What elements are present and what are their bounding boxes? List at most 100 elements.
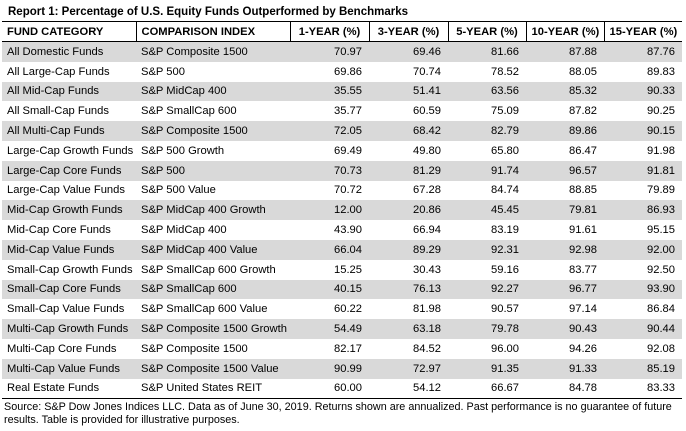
ten-year-cell: 86.47 — [569, 144, 597, 157]
one-year-cell: 72.05 — [290, 121, 369, 141]
table-row: All Multi-Cap Funds S&P Composite 1500 72.… — [2, 121, 682, 141]
fifteen-year-cell: 86.84 — [647, 303, 675, 316]
header-row: FUND CATEGORY COMPARISON INDEX 1-YEAR (%… — [2, 22, 682, 42]
fund-category-cell: Small-Cap Growth Funds — [7, 263, 133, 276]
three-year-cell: 68.42 — [369, 121, 448, 141]
five-year-cell: 91.35 — [448, 358, 526, 379]
one-year-cell: 70.73 — [290, 160, 369, 181]
comparison-index-cell: S&P Composite 1500 Value — [136, 358, 290, 379]
fund-category-cell: Large-Cap Core Funds — [2, 160, 136, 181]
fifteen-year-cell: 79.89 — [647, 184, 675, 197]
five-year-cell: 66.67 — [448, 378, 526, 400]
ten-year-cell: 87.88 — [526, 41, 604, 62]
five-year-cell: 81.66 — [448, 41, 526, 62]
ten-year-cell: 88.05 — [569, 65, 597, 78]
one-year-cell: 66.04 — [290, 239, 369, 260]
table-row: Multi-Cap Growth Funds S&P Composite 1500… — [2, 319, 682, 339]
three-year-cell: 66.94 — [413, 224, 441, 237]
five-year-cell: 90.57 — [491, 303, 519, 316]
ten-year-cell: 97.14 — [569, 303, 597, 316]
header-3-year: 3-YEAR (%) — [368, 22, 448, 42]
fifteen-year-cell: 89.83 — [647, 65, 675, 78]
three-year-cell: 54.12 — [369, 378, 448, 400]
table-row: Large-Cap Growth Funds S&P 500 Growth 69.4… — [2, 141, 682, 161]
fund-category-cell: All Multi-Cap Funds — [2, 121, 136, 141]
ten-year-cell: 85.32 — [526, 81, 604, 102]
three-year-cell: 81.29 — [369, 160, 448, 181]
fifteen-year-cell: 90.44 — [604, 319, 682, 339]
ten-year-cell: 96.77 — [526, 279, 604, 300]
fifteen-year-cell: 91.81 — [604, 160, 682, 181]
one-year-cell: 60.00 — [290, 378, 369, 400]
table-row: Mid-Cap Value Funds S&P MidCap 400 Value 6… — [2, 239, 682, 260]
comparison-index-cell: S&P 500 — [136, 160, 290, 181]
one-year-cell: 69.49 — [334, 144, 362, 157]
five-year-cell: 65.80 — [491, 144, 519, 157]
comparison-index-cell: S&P MidCap 400 Value — [136, 239, 290, 260]
table-row: Real Estate Funds S&P United States REIT 6… — [2, 378, 682, 400]
comparison-index-cell: S&P MidCap 400 — [136, 81, 290, 102]
fifteen-year-cell: 85.19 — [604, 358, 682, 379]
fund-category-cell: All Small-Cap Funds — [7, 105, 109, 118]
five-year-cell: 78.52 — [491, 65, 519, 78]
table-row: All Small-Cap Funds S&P SmallCap 600 35.77… — [2, 101, 682, 121]
five-year-cell: 84.74 — [491, 184, 519, 197]
five-year-cell: 82.79 — [448, 121, 526, 141]
table-row: Mid-Cap Growth Funds S&P MidCap 400 Growt… — [2, 200, 682, 221]
report-title: Report 1: Percentage of U.S. Equity Fund… — [2, 3, 682, 22]
five-year-cell: 63.56 — [448, 81, 526, 102]
table-row: Multi-Cap Core Funds S&P Composite 1500 82… — [2, 339, 682, 359]
three-year-cell: 60.59 — [413, 105, 441, 118]
fund-category-cell: Real Estate Funds — [2, 378, 136, 400]
fund-category-cell: Small-Cap Core Funds — [2, 279, 136, 300]
five-year-cell: 92.31 — [448, 239, 526, 260]
fifteen-year-cell: 95.15 — [647, 224, 675, 237]
three-year-cell: 63.18 — [369, 319, 448, 339]
three-year-cell: 72.97 — [369, 358, 448, 379]
ten-year-cell: 83.77 — [569, 263, 597, 276]
ten-year-cell: 90.43 — [526, 319, 604, 339]
fund-category-cell: Mid-Cap Value Funds — [2, 239, 136, 260]
five-year-cell: 79.78 — [448, 319, 526, 339]
fifteen-year-cell: 90.25 — [647, 105, 675, 118]
fifteen-year-cell: 93.90 — [604, 279, 682, 300]
table-row: All Mid-Cap Funds S&P MidCap 400 35.55 51.4… — [2, 81, 682, 102]
ten-year-cell: 96.57 — [526, 160, 604, 181]
table-body: All Domestic Funds S&P Composite 1500 70.9… — [2, 41, 682, 400]
three-year-cell: 84.52 — [413, 342, 441, 355]
fifteen-year-cell: 92.08 — [647, 342, 675, 355]
table-row: Large-Cap Core Funds S&P 500 70.73 81.29 91.… — [2, 160, 682, 181]
three-year-cell: 20.86 — [369, 200, 448, 221]
comparison-index-cell: S&P Composite 1500 — [136, 41, 290, 62]
comparison-index-cell: S&P Composite 1500 — [136, 121, 290, 141]
fund-category-cell: Multi-Cap Value Funds — [2, 358, 136, 379]
one-year-cell: 70.97 — [290, 41, 369, 62]
one-year-cell: 69.86 — [334, 65, 362, 78]
fund-category-cell: Large-Cap Growth Funds — [7, 144, 134, 157]
ten-year-cell: 91.61 — [569, 224, 597, 237]
ten-year-cell: 87.82 — [569, 105, 597, 118]
fund-category-cell: Mid-Cap Core Funds — [7, 224, 111, 237]
one-year-cell: 82.17 — [334, 342, 362, 355]
three-year-cell: 70.74 — [413, 65, 441, 78]
three-year-cell: 49.80 — [413, 144, 441, 157]
five-year-cell: 75.09 — [491, 105, 519, 118]
ten-year-cell: 94.26 — [569, 342, 597, 355]
one-year-cell: 54.49 — [290, 319, 369, 339]
comparison-index-cell: S&P SmallCap 600 — [136, 279, 290, 300]
five-year-cell: 45.45 — [448, 200, 526, 221]
five-year-cell: 83.19 — [491, 224, 519, 237]
fifteen-year-cell: 86.93 — [604, 200, 682, 221]
header-15-year: 15-YEAR (%) — [603, 22, 682, 42]
comparison-index-cell: S&P Composite 1500 Growth — [136, 319, 290, 339]
comparison-index-cell: S&P MidCap 400 Growth — [136, 200, 290, 221]
comparison-index-cell: S&P 500 — [141, 65, 185, 78]
fund-category-cell: Multi-Cap Growth Funds — [2, 319, 136, 339]
comparison-index-cell: S&P 500 Growth — [141, 144, 225, 157]
three-year-cell: 89.29 — [369, 239, 448, 260]
comparison-index-cell: S&P SmallCap 600 — [141, 105, 237, 118]
header-fund-category: FUND CATEGORY — [2, 22, 136, 42]
five-year-cell: 59.16 — [491, 263, 519, 276]
one-year-cell: 35.55 — [290, 81, 369, 102]
report-frame: Report 1: Percentage of U.S. Equity Fund… — [2, 3, 682, 427]
